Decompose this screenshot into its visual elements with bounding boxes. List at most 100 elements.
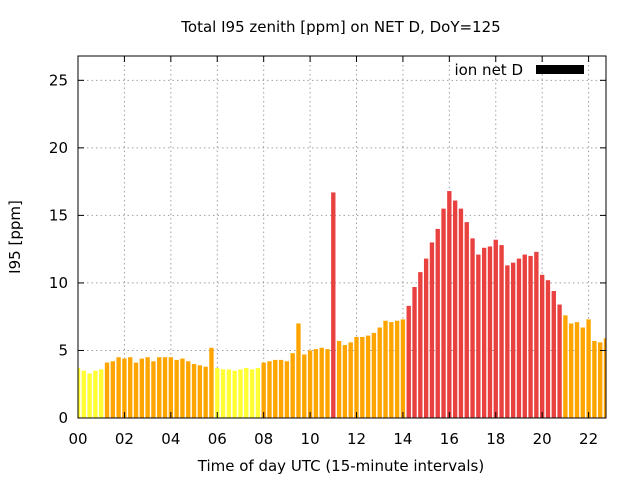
bar (290, 353, 295, 418)
x-tick-label: 04 (161, 430, 180, 448)
x-tick-labels: 00 02 04 06 08 10 12 14 16 18 20 22 (68, 430, 598, 448)
bar (389, 322, 394, 418)
bar (580, 327, 585, 418)
bar (348, 342, 353, 418)
y-tick-label: 20 (49, 139, 68, 157)
bar (244, 368, 249, 418)
bar (122, 358, 127, 418)
bar (435, 228, 440, 418)
plot-frame (77, 55, 607, 419)
y-axis-label: I95 [ppm] (6, 200, 24, 274)
bar (406, 305, 411, 418)
bar (383, 320, 388, 418)
bar (377, 327, 382, 418)
bar (516, 258, 522, 418)
x-tick-label: 00 (68, 430, 87, 448)
bar (464, 222, 469, 418)
bar (510, 262, 516, 418)
bar (249, 369, 255, 418)
bar (78, 368, 81, 418)
bar (104, 362, 110, 418)
y-tick-label: 0 (58, 409, 68, 427)
bar (296, 323, 301, 418)
bar (302, 354, 307, 418)
bar (267, 361, 272, 418)
bar (540, 274, 545, 418)
bar (232, 370, 237, 418)
bar (487, 246, 493, 418)
bar (81, 370, 86, 418)
bar (307, 350, 313, 418)
bar (371, 332, 377, 418)
x-tick-label: 18 (486, 430, 505, 448)
x-tick-label: 22 (579, 430, 598, 448)
bar (99, 369, 104, 418)
bar (365, 335, 371, 418)
y-tick-label: 5 (58, 341, 68, 359)
bar (412, 286, 417, 418)
legend-label: ion net D (454, 61, 523, 79)
bar (336, 341, 342, 418)
bar (563, 315, 568, 418)
bar (551, 291, 556, 418)
bar (238, 369, 243, 418)
bar (342, 345, 348, 418)
bar (278, 359, 284, 418)
bar (592, 341, 597, 418)
bar (162, 357, 168, 418)
legend: ion net D (454, 61, 584, 79)
bar (87, 373, 92, 418)
bar (157, 357, 162, 418)
y-tick-label: 25 (49, 71, 68, 89)
bars (78, 191, 606, 418)
bar (331, 192, 336, 418)
tick-marks (77, 56, 606, 419)
bar (261, 362, 266, 418)
bar (476, 254, 481, 418)
bar (284, 361, 290, 418)
bar (557, 304, 562, 418)
x-tick-label: 12 (347, 430, 366, 448)
bar (598, 342, 603, 418)
bar (534, 251, 539, 418)
bar (319, 347, 324, 418)
bar (325, 349, 330, 418)
x-tick-label: 20 (533, 430, 552, 448)
bar (493, 239, 498, 418)
y-tick-labels: 0 5 10 15 20 25 (49, 71, 68, 427)
bar (197, 365, 203, 418)
bar (447, 191, 452, 418)
bar (273, 359, 278, 418)
legend-swatch (536, 65, 584, 74)
bar (499, 245, 504, 418)
bar (360, 336, 365, 418)
bar (110, 361, 115, 418)
x-tick-label: 14 (393, 430, 412, 448)
bar (458, 208, 464, 418)
x-tick-label: 02 (115, 430, 134, 448)
y-tick-label: 10 (49, 274, 68, 292)
x-axis-label: Time of day UTC (15-minute intervals) (197, 457, 484, 475)
y-tick-label: 15 (49, 206, 68, 224)
bar (354, 336, 359, 418)
bar (586, 319, 591, 418)
bar (191, 363, 197, 418)
bar (133, 362, 139, 418)
x-tick-label: 08 (254, 430, 273, 448)
bar (394, 320, 400, 418)
bar (313, 349, 319, 418)
bar (569, 323, 574, 418)
bar (93, 370, 98, 418)
x-tick-label: 06 (208, 430, 227, 448)
bar (215, 368, 220, 418)
bar (168, 357, 174, 418)
bar (145, 357, 150, 418)
bar (418, 272, 423, 418)
bar (603, 338, 606, 418)
bar (400, 319, 406, 418)
bar (180, 358, 185, 418)
bar (209, 347, 214, 418)
bar (174, 359, 179, 418)
x-tick-label: 10 (301, 430, 320, 448)
bar (545, 280, 551, 418)
